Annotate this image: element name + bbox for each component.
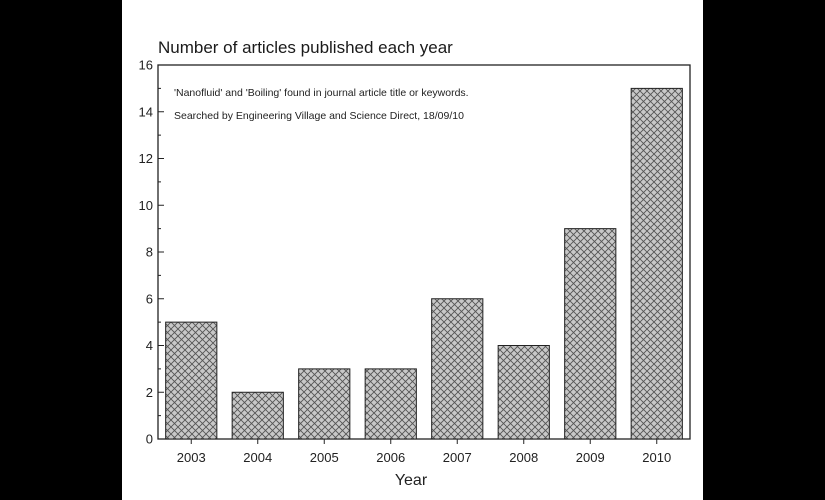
bar-2007 <box>431 298 484 440</box>
x-axis-label: Year <box>395 472 428 489</box>
x-tick-label: 2007 <box>443 450 472 465</box>
bar-2004 <box>231 391 284 440</box>
x-tick-label: 2006 <box>376 450 405 465</box>
y-tick-label: 4 <box>146 338 153 353</box>
chart-title: Number of articles published each year <box>158 38 453 57</box>
x-tick-label: 2003 <box>177 450 206 465</box>
y-tick-label: 14 <box>139 104 153 119</box>
y-tick-label: 2 <box>146 385 153 400</box>
y-axis-ticks: 0 2 4 6 8 10 12 14 16 <box>139 58 164 447</box>
x-tick-label: 2005 <box>310 450 339 465</box>
y-tick-label: 16 <box>139 58 153 73</box>
y-tick-label: 6 <box>146 291 153 306</box>
bar-chart: Number of articles published each year 0… <box>139 38 691 489</box>
y-tick-label: 8 <box>146 245 153 260</box>
bar-2009 <box>564 228 617 440</box>
bars <box>165 87 683 440</box>
bar-2003 <box>165 321 218 440</box>
y-tick-label: 10 <box>139 198 153 213</box>
bar-2006 <box>364 368 417 440</box>
annotation-line-2: Searched by Engineering Village and Scie… <box>174 110 464 122</box>
x-tick-label: 2008 <box>509 450 538 465</box>
x-axis-ticks: 2003 2004 2005 2006 2007 2008 2009 2010 <box>177 439 671 465</box>
x-tick-label: 2004 <box>243 450 272 465</box>
y-tick-label: 12 <box>139 151 153 166</box>
y-tick-label: 0 <box>146 432 153 447</box>
bar-2008 <box>497 345 550 440</box>
bar-2010 <box>630 87 683 440</box>
x-tick-label: 2009 <box>576 450 605 465</box>
chart-panel: Number of articles published each year 0… <box>122 0 703 500</box>
bar-2005 <box>298 368 351 440</box>
x-tick-label: 2010 <box>642 450 671 465</box>
annotation-line-1: 'Nanofluid' and 'Boiling' found in journ… <box>174 87 469 99</box>
